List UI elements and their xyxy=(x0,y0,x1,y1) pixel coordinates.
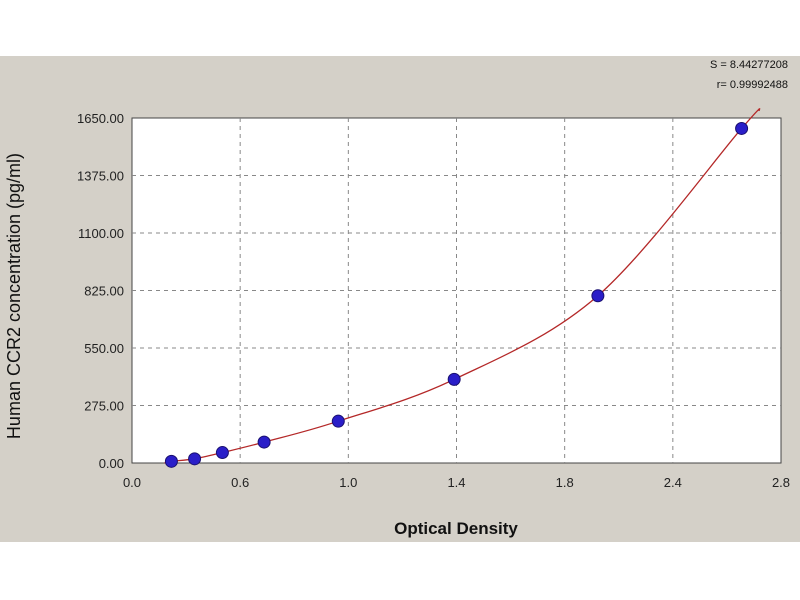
data-point xyxy=(164,454,178,468)
y-tick-label: 550.00 xyxy=(84,341,124,356)
data-point xyxy=(188,452,202,466)
x-tick-label: 0.6 xyxy=(231,475,249,490)
y-tick-label: 1100.00 xyxy=(78,226,124,241)
grid xyxy=(132,118,781,463)
x-tick-label: 0.0 xyxy=(123,475,141,490)
y-tick-label: 1375.00 xyxy=(77,169,124,184)
standard-curve-chart: 0.0 0.6 1.0 1.4 1.8 2.4 2.8 0.00 275.00 550.00 82… xyxy=(4,59,790,538)
y-tick-labels: 0.00 275.00 550.00 825.00 1100.00 1375.00 1650… xyxy=(77,111,124,471)
data-point xyxy=(447,372,461,386)
x-tick-label: 1.0 xyxy=(339,475,357,490)
y-tick-label: 0.00 xyxy=(99,456,124,471)
x-tick-label: 2.4 xyxy=(664,475,682,490)
data-point xyxy=(591,289,605,303)
data-point xyxy=(215,446,229,460)
y-tick-label: 825.00 xyxy=(84,284,124,299)
y-axis-title: Human CCR2 concentration (pg/ml) xyxy=(4,153,24,439)
x-tick-label: 2.8 xyxy=(772,475,790,490)
stat-s-value: S = 8.44277208 xyxy=(710,59,788,71)
x-axis-title: Optical Density xyxy=(394,519,518,538)
data-point xyxy=(331,414,345,428)
x-tick-label: 1.4 xyxy=(447,475,465,490)
chart-frame: 0.0 0.6 1.0 1.4 1.8 2.4 2.8 0.00 275.00 550.00 82… xyxy=(0,56,800,542)
y-tick-label: 275.00 xyxy=(84,399,124,414)
x-tick-labels: 0.0 0.6 1.0 1.4 1.8 2.4 2.8 xyxy=(123,475,790,490)
data-point xyxy=(257,435,271,449)
x-tick-label: 1.8 xyxy=(556,475,574,490)
data-points xyxy=(164,121,749,468)
y-tick-label: 1650.00 xyxy=(77,111,124,126)
data-point xyxy=(735,121,749,135)
stat-r-value: r= 0.99992488 xyxy=(717,79,788,91)
